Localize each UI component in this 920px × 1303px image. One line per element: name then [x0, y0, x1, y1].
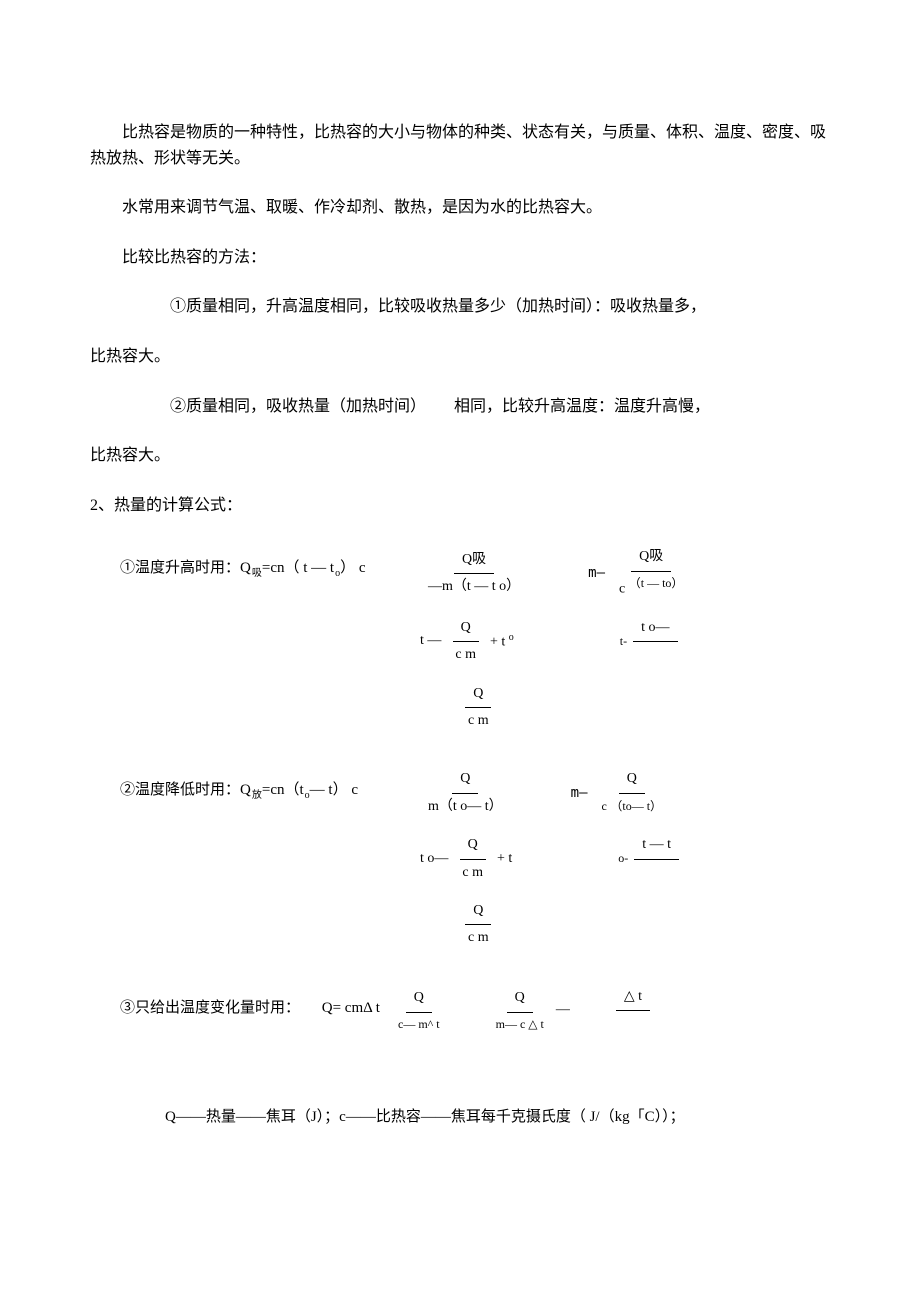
denominator: c m — [462, 865, 483, 880]
text: c — [619, 581, 625, 596]
numerator: Q吸 — [639, 549, 663, 564]
text: 比较比热容的方法： — [122, 249, 266, 266]
equation: Q m— c △ t — — [488, 987, 576, 1034]
text: ①质量相同，升高温度相同，比较吸收热量多少（加热时间）：吸收热量多， — [170, 298, 706, 315]
subscript-fang: 放 — [252, 790, 262, 801]
subscript-xi: 吸 — [252, 568, 262, 579]
equation: Q c— m^ t — [390, 987, 448, 1034]
numerator: Q — [414, 990, 424, 1005]
text: ①温度升高时用： — [120, 560, 240, 576]
formula-1-derivations: Q吸 —m（t — t o） m— Q吸 c （t — to） t — — [420, 546, 830, 732]
formula-block-3: ③只给出温度变化量时用： Q= cmΔ t Q c— m^ t Q m— c △… — [90, 986, 830, 1036]
text: Q= cmΔ t — [322, 1000, 380, 1016]
suffix: — — [556, 999, 570, 1021]
text: ） c — [340, 560, 365, 576]
method-2-line-b: 比热容大。 — [90, 443, 830, 469]
numerator: Q — [515, 990, 525, 1005]
denominator: （to— t） — [610, 799, 662, 813]
denominator: c m — [455, 647, 476, 662]
text: —m — [428, 579, 453, 594]
text: =cn（t — [262, 782, 304, 798]
text: ②温度降低时用： — [120, 782, 240, 798]
suffix: + t — [490, 634, 505, 649]
formula-2-label: ②温度降低时用：Q放=cn（to— t） c — [90, 768, 420, 804]
text: — t） c — [310, 782, 358, 798]
prefix: m— — [571, 782, 588, 804]
numerator: △ t — [624, 989, 642, 1004]
equation: Q c m — [460, 900, 497, 950]
formula-1-label: ①温度升高时用：Q吸=cn（ t — to） c — [90, 546, 420, 582]
equation: t- t o— — [620, 617, 678, 667]
denominator: （t — t o） — [453, 579, 520, 594]
numerator: Q — [473, 903, 483, 918]
numerator: Q — [461, 620, 471, 635]
symbol-q: Q — [240, 782, 251, 798]
text: 比热容大。 — [90, 447, 170, 464]
numerator: Q — [627, 771, 637, 786]
text: ②质量相同，吸收热量（加热时间） — [170, 398, 426, 415]
formula-2-derivations: Q m（t o— t） m— Q c （to— t） t o— — [420, 768, 830, 949]
equation: m— Q c （to— t） — [571, 768, 670, 818]
heading-heat-formula: 2、热量的计算公式： — [90, 493, 830, 519]
prefix: m— — [588, 562, 605, 584]
equation: o- t — t — [618, 834, 679, 884]
text: c — [602, 799, 607, 813]
equation: △ t — [616, 986, 650, 1036]
numerator: Q — [460, 771, 470, 786]
denominator: c m — [468, 930, 489, 945]
equation: t o— Q c m + t — [420, 834, 518, 884]
text: 比热容是物质的一种特性，比热容的大小与物体的种类、状态有关，与质量、体积、温度、… — [90, 124, 826, 167]
equation: Q m（t o— t） — [420, 768, 511, 818]
text: 水常用来调节气温、取暖、作冷却剂、散热，是因为水的比热容大。 — [122, 199, 602, 216]
paragraph-compare-header: 比较比热容的方法： — [90, 245, 830, 271]
equation: m— Q吸 c （t — to） — [588, 546, 691, 600]
method-1-line-a: ①质量相同，升高温度相同，比较吸收热量多少（加热时间）：吸收热量多， — [90, 294, 830, 320]
method-1-line-b: 比热容大。 — [90, 344, 830, 370]
definitions-line: Q——热量——焦耳（J）；c——比热容——焦耳每千克摄氏度（ J/（kg「C））… — [90, 1105, 830, 1129]
formula-3-derivations: Q c— m^ t Q m— c △ t — △ t — [390, 986, 830, 1036]
prefix: t — — [420, 630, 441, 652]
paragraph-heat-capacity: 比热容是物质的一种特性，比热容的大小与物体的种类、状态有关，与质量、体积、温度、… — [90, 120, 830, 171]
denominator: c— m^ t — [398, 1017, 440, 1031]
text: Q——热量——焦耳（J）；c——比热容——焦耳每千克摄氏度（ J/（kg「C））… — [165, 1109, 685, 1125]
numerator: Q吸 — [462, 552, 486, 567]
numerator: t — t — [642, 837, 671, 852]
text: 2、热量的计算公式： — [90, 497, 242, 514]
symbol-q: Q — [240, 560, 251, 576]
suffix: + t — [497, 848, 512, 870]
method-2-line-a: ②质量相同，吸收热量（加热时间） 相同，比较升高温度：温度升高慢， — [90, 394, 830, 420]
prefix: t- — [620, 632, 627, 651]
superscript: o — [509, 632, 514, 643]
text: 比热容大。 — [90, 348, 170, 365]
denominator: m（t o— t） — [428, 799, 503, 814]
paragraph-water: 水常用来调节气温、取暖、作冷却剂、散热，是因为水的比热容大。 — [90, 195, 830, 221]
numerator: Q — [468, 837, 478, 852]
text: =cn（ t — t — [262, 560, 334, 576]
numerator: t o— — [641, 620, 669, 635]
numerator: Q — [473, 686, 483, 701]
denominator: （t — to） — [629, 576, 684, 590]
prefix: o- — [618, 849, 628, 868]
text: 相同，比较升高温度：温度升高慢， — [454, 398, 710, 415]
prefix: t o— — [420, 848, 448, 870]
equation: t — Q c m + t o — [420, 617, 520, 667]
denominator: c m — [468, 713, 489, 728]
formula-3-label: ③只给出温度变化量时用： Q= cmΔ t — [90, 986, 390, 1020]
text: ③只给出温度变化量时用： — [120, 1000, 300, 1016]
formula-block-2: ②温度降低时用：Q放=cn（to— t） c Q m（t o— t） m— Q … — [90, 768, 830, 949]
denominator: m— c △ t — [496, 1017, 544, 1031]
equation: Q吸 —m（t — t o） — [420, 549, 528, 599]
equation: Q c m — [460, 683, 497, 733]
formula-block-1: ①温度升高时用：Q吸=cn（ t — to） c Q吸 —m（t — t o） … — [90, 546, 830, 732]
